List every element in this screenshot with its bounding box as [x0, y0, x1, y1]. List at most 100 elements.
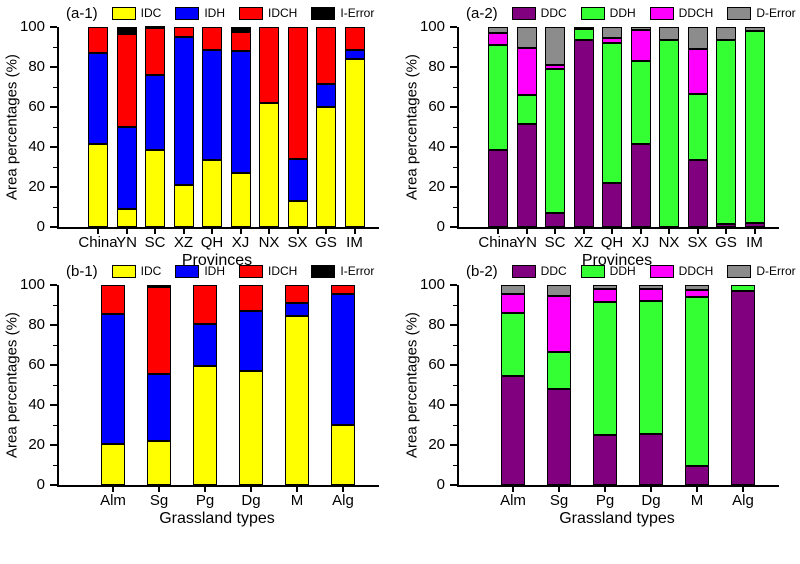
y-minor-tick	[53, 126, 57, 128]
x-tick	[112, 487, 114, 492]
bar-segment-idh	[101, 314, 125, 444]
bar-segment-idch	[173, 27, 194, 37]
legend-swatch-icon	[175, 264, 200, 278]
x-category-label: SC	[544, 234, 566, 251]
y-major-tick	[50, 186, 57, 188]
bar-segment-ddh	[501, 313, 525, 376]
y-tick-label: 0	[36, 476, 45, 493]
y-minor-tick	[453, 206, 457, 208]
legend-label: DDCH	[678, 6, 714, 20]
bar-segment-idh	[193, 324, 217, 366]
y-axis-title: Area percentages (%)	[3, 312, 21, 458]
x-tick	[725, 229, 727, 234]
x-category-label: Sg	[549, 492, 569, 509]
y-major-tick	[450, 404, 457, 406]
y-minor-tick	[453, 384, 457, 386]
panel-label: (a-1)	[66, 4, 98, 22]
bar-segment-ddc	[573, 40, 594, 227]
y-minor-tick	[53, 464, 57, 466]
bar-segment-idc	[193, 366, 217, 485]
bar-segment-idc	[285, 316, 309, 485]
x-tick	[742, 487, 744, 492]
legend-item-ddc: DDC	[511, 6, 567, 20]
bar-segment-idh	[230, 51, 251, 173]
y-tick-label: 100	[419, 276, 445, 293]
x-axis-title: Grassland types	[159, 510, 275, 527]
legend-item-ddch: DDCH	[649, 264, 713, 278]
bar-segment-ddh	[639, 301, 663, 434]
x-category-label: IM	[746, 234, 763, 251]
bar-segment-ddch	[593, 289, 617, 302]
y-tick-label: 80	[28, 316, 45, 333]
legend-item-idc: IDC	[111, 264, 161, 278]
y-tick-label: 20	[28, 178, 45, 195]
legend-swatch-icon	[511, 6, 536, 20]
x-tick	[239, 229, 242, 234]
y-tick-label: 0	[36, 218, 45, 235]
bar-segment-ddc	[593, 435, 617, 485]
x-category-label: QH	[600, 234, 624, 251]
bar-segment-ddch	[488, 33, 508, 45]
x-category-label: XJ	[231, 234, 250, 251]
bar-segment-idch	[316, 27, 336, 84]
bar-segment-ddc	[501, 376, 525, 485]
y-axis-title: Area percentages (%)	[403, 312, 421, 458]
bar-segment-ddh	[630, 61, 651, 144]
bar-segment-ddh	[547, 352, 571, 389]
x-tick	[97, 229, 99, 234]
legend-swatch-icon	[311, 264, 336, 278]
panel-a-2: (a-2) DDC DDH DDCH D-Error Area percentages (…	[400, 0, 800, 270]
x-tick	[182, 229, 185, 234]
bar-segment-d-error	[545, 27, 565, 65]
plot-area: 0 20 40 60 80 100 Alm Sg Pg Dg M Alg	[20, 277, 379, 509]
bar-segment-ddc	[744, 223, 765, 227]
y-tick-label: 0	[436, 476, 445, 493]
x-tick	[154, 229, 156, 234]
x-category-label: XJ	[631, 234, 650, 251]
y-major-tick	[50, 284, 57, 286]
bar-segment-idh	[344, 50, 365, 59]
y-major-tick	[450, 226, 457, 228]
legend-item-idc: IDC	[111, 6, 161, 20]
bar-segment-ddc	[685, 466, 709, 485]
panel-b-2: (b-2) DDC DDH DDCH D-Error Area percentages (…	[400, 258, 800, 534]
bar-segment-idc	[344, 59, 365, 227]
x-category-label: SC	[144, 234, 166, 251]
bar-segment-ddh	[516, 95, 537, 124]
x-tick	[696, 229, 699, 234]
bar-segment-d-error	[593, 285, 617, 289]
y-tick-label: 40	[28, 396, 45, 413]
bar-segment-idc	[147, 441, 171, 485]
y-minor-tick	[53, 344, 57, 346]
y-tick-label: 40	[428, 396, 445, 413]
bar-segment-idc	[101, 444, 125, 485]
bar-segment-i-error	[116, 27, 137, 34]
bar-segment-ddc	[716, 224, 736, 227]
y-tick-label: 60	[28, 356, 45, 373]
x-category-label: IM	[346, 234, 363, 251]
bar-segment-ddh	[731, 285, 755, 291]
legend-item-d-error: D-Error	[727, 6, 796, 20]
y-tick-label: 20	[428, 178, 445, 195]
x-category-label: QH	[200, 234, 224, 251]
bar-segment-ddh	[545, 69, 565, 213]
bar-segment-idch	[285, 285, 309, 303]
legend-label: IDCH	[268, 264, 298, 278]
legend-swatch-icon	[580, 264, 605, 278]
bar-segment-ddch	[547, 296, 571, 352]
bar-segment-ddh	[602, 43, 622, 183]
bar-segment-ddh	[685, 297, 709, 466]
bar-segment-idch	[344, 27, 365, 50]
y-tick-label: 80	[428, 58, 445, 75]
bar-segment-idh	[287, 159, 308, 201]
bar-segment-ddc	[639, 434, 663, 485]
x-category-label: M	[290, 492, 304, 509]
x-tick	[353, 229, 356, 234]
x-tick	[342, 487, 344, 492]
panel-header: (a-2) DDC DDH DDCH D-Error	[466, 5, 796, 22]
y-tick-label: 60	[428, 356, 445, 373]
bar-segment-idc	[230, 173, 251, 227]
bar-segment-ddc	[545, 213, 565, 227]
x-category-label: GS	[715, 234, 737, 251]
